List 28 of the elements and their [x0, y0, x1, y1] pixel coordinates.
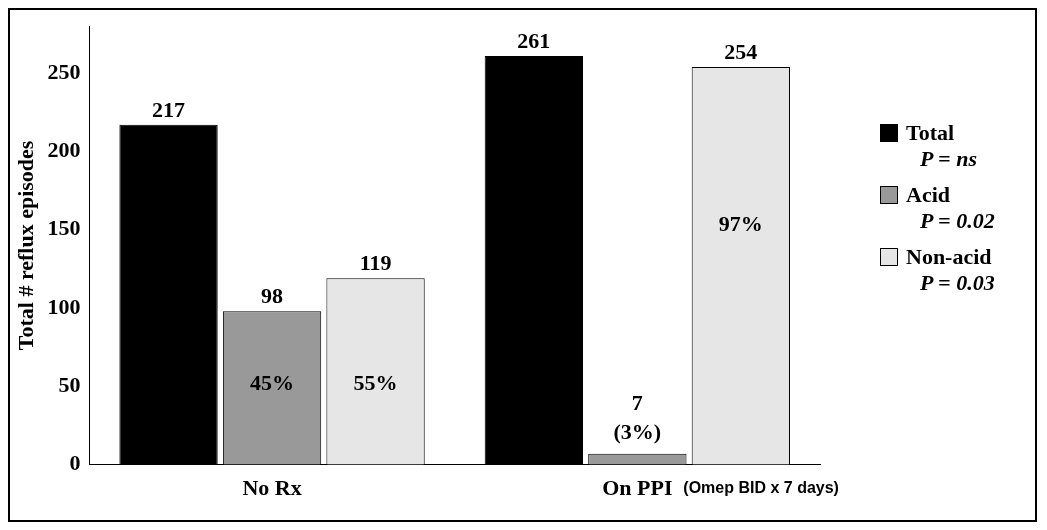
y-tick-label: 150 [47, 215, 81, 241]
x-tick-label: On PPI [602, 475, 673, 501]
bar [119, 124, 218, 465]
text: P = 0.02 [919, 208, 995, 234]
data-label: 119 [359, 249, 392, 275]
y-tick-label: 200 [47, 137, 81, 163]
y-tick-label: 100 [47, 293, 81, 319]
y-tick-label: 0 [69, 450, 81, 476]
x-tick-label: No Rx [242, 475, 302, 501]
text: (Omep BID x 7 days) [683, 479, 839, 497]
data-label: 261 [517, 27, 551, 53]
legend-label: Total [906, 120, 955, 146]
annotation: 45% [250, 370, 295, 396]
bar [484, 55, 584, 465]
y-tick-label: 250 [47, 58, 81, 84]
legend-label: Non-acid [906, 244, 992, 270]
text: P = 0.03 [919, 270, 995, 296]
y-tick-label: 50 [58, 372, 81, 397]
legend-label: Acid [906, 182, 950, 208]
annotation: (3%) [613, 419, 662, 445]
annotation: 55% [353, 370, 398, 396]
data-label: 7 [631, 390, 643, 416]
data-label: 98 [261, 282, 284, 308]
data-label: 254 [724, 38, 758, 64]
y-axis-title: Total # reflux episodes [12, 140, 38, 351]
text: P = ns [919, 146, 978, 172]
data-label: 217 [152, 96, 186, 122]
annotation: 97% [718, 211, 763, 237]
